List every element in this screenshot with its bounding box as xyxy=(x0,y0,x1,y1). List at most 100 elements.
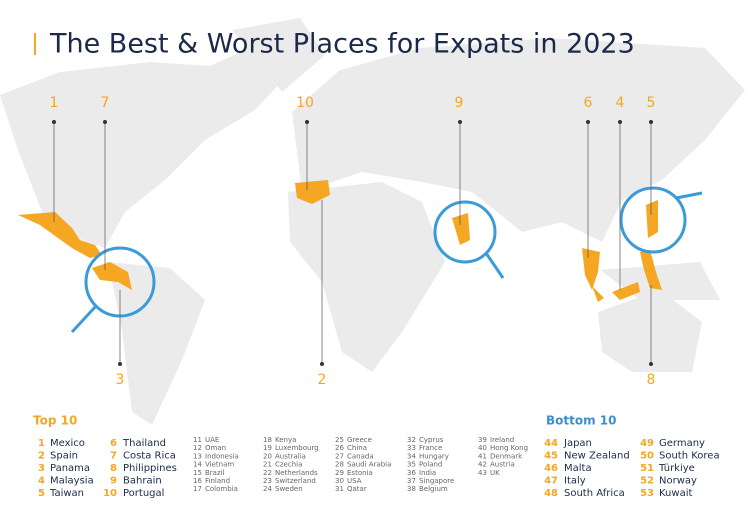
list-heading: Bottom 10 xyxy=(546,414,617,428)
country: Luxembourg xyxy=(275,444,319,452)
country: Cyprus xyxy=(419,436,444,444)
rank: 19 xyxy=(263,444,272,452)
country: UK xyxy=(490,469,500,477)
country: Switzerland xyxy=(275,477,316,485)
country: Sweden xyxy=(275,485,303,493)
map-label: 6 xyxy=(584,95,593,111)
rank: 16 xyxy=(193,477,202,485)
country: Bahrain xyxy=(123,476,162,487)
country: Philippines xyxy=(123,463,177,474)
rank: 23 xyxy=(263,477,272,485)
country: USA xyxy=(347,477,362,485)
rank: 32 xyxy=(407,436,416,444)
country: Malaysia xyxy=(50,476,94,487)
country: Denmark xyxy=(490,452,523,460)
country: Kenya xyxy=(275,436,296,444)
rank: 25 xyxy=(335,436,344,444)
rank: 21 xyxy=(263,461,272,469)
rank: 46 xyxy=(544,463,558,474)
rank: 36 xyxy=(407,469,416,477)
country: South Korea xyxy=(659,451,720,462)
rank: 17 xyxy=(193,485,202,493)
map-label: 2 xyxy=(318,372,327,388)
title-bar xyxy=(34,33,36,55)
rank: 12 xyxy=(193,444,202,452)
list-heading: Top 10 xyxy=(33,414,77,428)
country: Thailand xyxy=(122,438,166,449)
country: Colombia xyxy=(205,485,238,493)
rank: 31 xyxy=(335,485,344,493)
rank: 9 xyxy=(110,476,117,487)
country: Vietnam xyxy=(205,461,234,469)
title: The Best & Worst Places for Expats in 20… xyxy=(49,29,635,60)
map-label: 5 xyxy=(647,95,656,111)
rank: 4 xyxy=(38,476,45,487)
country: Costa Rica xyxy=(123,451,176,462)
country: Taiwan xyxy=(49,488,84,499)
country: Kuwait xyxy=(659,488,692,499)
map-label: 7 xyxy=(101,95,110,111)
rank: 52 xyxy=(640,476,654,487)
country: China xyxy=(347,444,367,452)
rank: 47 xyxy=(544,476,558,487)
rank: 13 xyxy=(193,452,202,460)
rank: 6 xyxy=(110,438,117,449)
country: Australia xyxy=(275,452,306,460)
country: Portugal xyxy=(123,488,164,499)
rank: 20 xyxy=(263,452,272,460)
rank: 49 xyxy=(640,438,654,449)
rank: 41 xyxy=(478,452,487,460)
rank: 11 xyxy=(193,436,202,444)
rank: 45 xyxy=(544,451,558,462)
rank: 35 xyxy=(407,461,416,469)
rank: 50 xyxy=(640,451,654,462)
country: Ireland xyxy=(490,436,514,444)
highlights xyxy=(18,180,662,302)
country: Hungary xyxy=(419,452,449,460)
country: New Zealand xyxy=(564,451,630,462)
country: Brazil xyxy=(205,469,225,477)
rank: 33 xyxy=(407,444,416,452)
country: Panama xyxy=(50,463,90,474)
rank: 18 xyxy=(263,436,272,444)
country: Malta xyxy=(564,463,592,474)
country: Austria xyxy=(490,461,515,469)
country: Canada xyxy=(347,452,374,460)
country: Belgium xyxy=(419,485,448,493)
country: Poland xyxy=(419,461,442,469)
country: Germany xyxy=(659,438,705,449)
rank: 1 xyxy=(38,438,45,449)
rank: 30 xyxy=(335,477,344,485)
rank: 27 xyxy=(335,452,344,460)
country: Qatar xyxy=(347,485,367,493)
rank: 10 xyxy=(103,488,117,499)
country: Italy xyxy=(564,476,586,487)
rank: 24 xyxy=(263,485,272,493)
rank: 15 xyxy=(193,469,202,477)
country: Greece xyxy=(347,436,372,444)
rank: 48 xyxy=(544,488,558,499)
rank: 7 xyxy=(110,451,117,462)
rank: 22 xyxy=(263,469,272,477)
rank: 51 xyxy=(640,463,654,474)
rank: 37 xyxy=(407,477,416,485)
country: Netherlands xyxy=(275,469,318,477)
country: Finland xyxy=(205,477,230,485)
rank: 42 xyxy=(478,461,487,469)
country: Norway xyxy=(659,476,697,487)
map-label: 10 xyxy=(296,95,314,111)
country: Hong Kong xyxy=(490,444,528,452)
rank: 34 xyxy=(407,452,416,460)
pins xyxy=(52,120,653,366)
country: Spain xyxy=(50,451,78,462)
country: Mexico xyxy=(50,438,85,449)
map-label: 3 xyxy=(116,372,125,388)
country: Türkiye xyxy=(658,463,695,474)
rank: 2 xyxy=(38,451,45,462)
rank: 44 xyxy=(544,438,558,449)
country: Saudi Arabia xyxy=(347,461,391,469)
country: Indonesia xyxy=(205,452,239,460)
rank: 8 xyxy=(110,463,117,474)
rank: 40 xyxy=(478,444,487,452)
rank: 29 xyxy=(335,469,344,477)
